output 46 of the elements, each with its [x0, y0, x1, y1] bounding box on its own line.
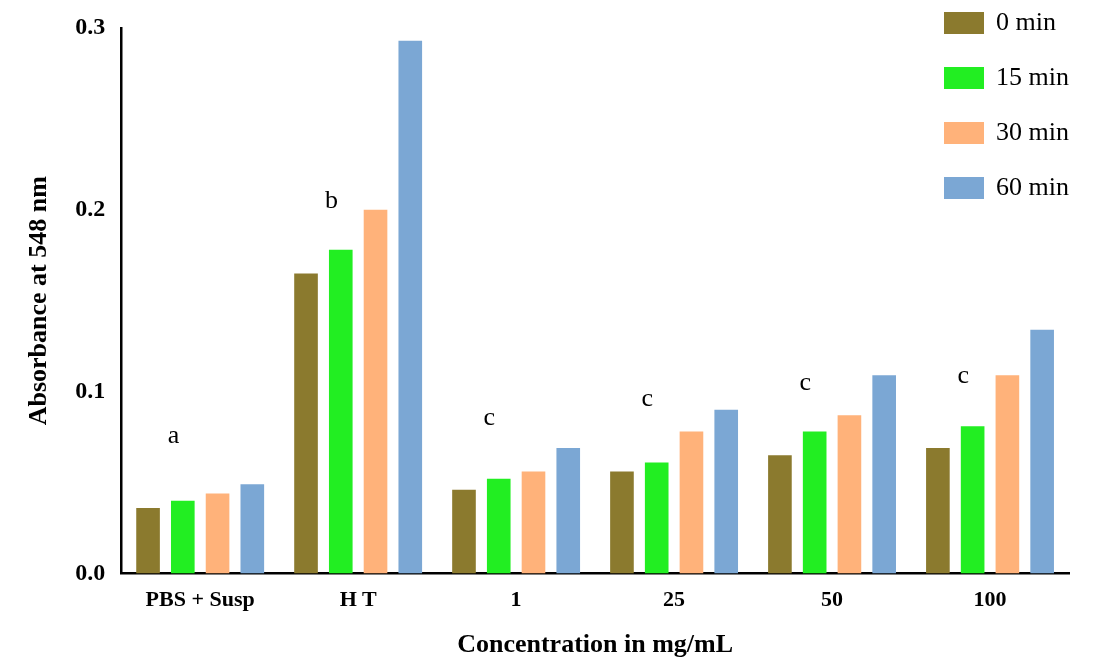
- bar: [556, 447, 581, 574]
- bar: [363, 209, 388, 574]
- bar: [521, 471, 546, 574]
- x-tick-label: 100: [973, 586, 1007, 612]
- x-tick-label: 25: [663, 586, 686, 612]
- bar: [170, 500, 195, 574]
- bar: [995, 375, 1020, 574]
- bar: [294, 273, 318, 574]
- legend-label: 30 min: [996, 116, 1069, 146]
- bar: [872, 375, 896, 574]
- x-tick-label: H T: [339, 586, 377, 612]
- y-tick-label: 0.1: [75, 376, 106, 403]
- bar: [205, 493, 230, 574]
- x-tick-label: 50: [821, 586, 844, 612]
- bar: [328, 249, 353, 574]
- bar: [610, 471, 634, 574]
- bar: [837, 415, 862, 574]
- annotation: b: [324, 185, 338, 215]
- y-axis-title: Absorbance at 548 nm: [23, 175, 53, 426]
- bar: [398, 40, 423, 574]
- x-tick-label: PBS + Susp: [145, 586, 255, 612]
- annotation: c: [641, 383, 654, 413]
- annotation: c: [483, 401, 496, 431]
- bar: [679, 431, 704, 574]
- y-tick-label: 0.2: [75, 195, 106, 221]
- annotation: c: [799, 367, 812, 397]
- bar: [714, 409, 739, 574]
- bar: [768, 455, 792, 574]
- legend-label: 0 min: [996, 6, 1056, 36]
- bar: [644, 462, 669, 574]
- legend-label: 60 min: [996, 171, 1069, 201]
- y-tick-label: 0.0: [75, 558, 106, 585]
- bar: [1030, 329, 1054, 574]
- x-axis-title: Concentration in mg/mL: [457, 629, 734, 659]
- bar: [960, 426, 985, 574]
- bar: [926, 447, 950, 574]
- y-tick-label: 0.3: [75, 13, 106, 40]
- x-tick-label: 1: [510, 586, 522, 612]
- bar: [486, 478, 511, 574]
- bar: [240, 484, 265, 574]
- bar: [802, 431, 827, 574]
- annotation: c: [957, 359, 970, 389]
- legend-label: 15 min: [996, 61, 1069, 91]
- annotation: a: [167, 419, 180, 449]
- bar: [452, 489, 476, 574]
- bar: [136, 507, 160, 574]
